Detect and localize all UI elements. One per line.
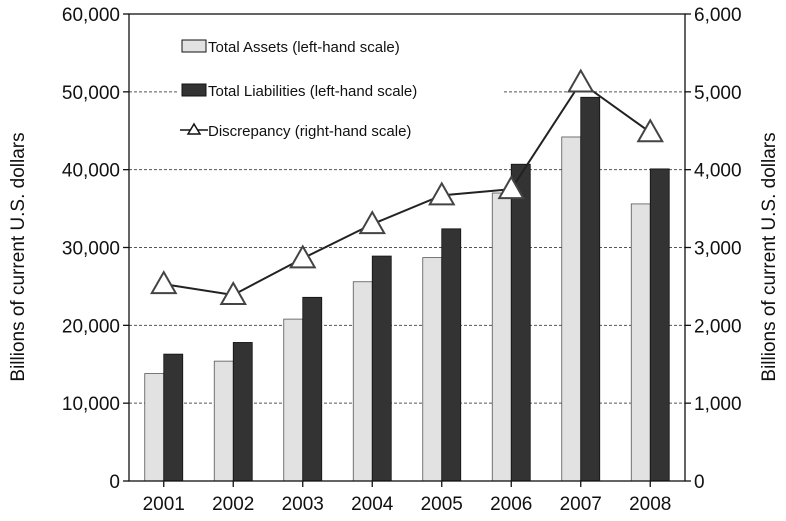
bar-total-assets	[283, 318, 304, 482]
tick-label-x: 2006	[490, 494, 532, 515]
tick-label-left: 30,000	[62, 239, 120, 260]
y-axis-right-title: Billions of current U.S. dollars	[759, 132, 780, 381]
discrepancy-marker	[150, 270, 178, 295]
right-axis-ticks: 0 1,000 2,000 3,000 4,000 5,000 6,000	[685, 5, 742, 493]
tick-label-x: 2004	[351, 494, 394, 515]
tick-label-right: 0	[694, 472, 705, 493]
legend-swatch-total-liabilities	[181, 83, 207, 97]
bar-total-liabilities	[232, 342, 253, 482]
bar-total-liabilities	[163, 353, 184, 482]
bar-total-liabilities	[302, 296, 323, 482]
tick-label-left: 10,000	[62, 394, 120, 415]
tick-label-right: 6,000	[694, 5, 742, 26]
discrepancy-marker	[567, 68, 595, 93]
bar-total-assets	[630, 203, 651, 482]
bar-total-assets	[491, 192, 512, 482]
bar-total-assets	[561, 136, 582, 482]
tick-label-left: 60,000	[62, 5, 120, 26]
legend-swatch-total-assets	[181, 39, 207, 53]
tick-label-x: 2001	[143, 494, 185, 515]
bar-total-assets	[422, 257, 443, 482]
tick-label-x: 2002	[212, 494, 254, 515]
tick-label-right: 3,000	[694, 239, 742, 260]
legend-label-total-liabilities: Total Liabilities (left-hand scale)	[208, 83, 417, 100]
tick-label-right: 5,000	[694, 83, 742, 104]
discrepancy-line	[150, 68, 664, 305]
tick-label-x: 2005	[421, 494, 463, 515]
legend-label-total-assets: Total Assets (left-hand scale)	[208, 39, 400, 56]
y-axis-left-title: Billions of current U.S. dollars	[8, 132, 29, 381]
discrepancy-marker	[289, 244, 317, 269]
tick-label-right: 1,000	[694, 394, 742, 415]
bar-total-assets	[213, 360, 234, 482]
discrepancy-marker	[219, 280, 247, 305]
bar-total-liabilities	[441, 228, 462, 482]
bar-total-liabilities	[580, 96, 601, 482]
discrepancy-marker	[358, 210, 386, 235]
bar-total-liabilities	[510, 163, 531, 482]
tick-label-right: 2,000	[694, 316, 742, 337]
discrepancy-marker	[497, 175, 525, 200]
legend-label-discrepancy: Discrepancy (right-hand scale)	[208, 123, 411, 140]
legend-background	[178, 78, 502, 102]
tick-label-x: 2003	[282, 494, 324, 515]
x-axis-ticks: 2001 2002 2003 2004 2005 2006 2007 2008	[143, 481, 671, 515]
tick-label-right: 4,000	[694, 161, 742, 182]
legend-background	[178, 34, 450, 58]
discrepancy-marker	[636, 118, 664, 143]
legend-marker-discrepancy	[186, 122, 202, 135]
bar-total-liabilities	[649, 168, 670, 482]
discrepancy-series-line	[163, 81, 651, 297]
bar-total-assets	[144, 373, 165, 482]
bar-total-liabilities	[371, 255, 392, 482]
tick-label-x: 2007	[560, 494, 602, 515]
legend-background	[176, 118, 466, 142]
tick-label-left: 0	[109, 472, 120, 493]
tick-label-left: 20,000	[62, 316, 120, 337]
tick-label-left: 50,000	[62, 83, 120, 104]
left-axis-ticks: 0 10,000 20,000 30,000 40,000 50,000 60,000	[62, 5, 129, 493]
tick-label-left: 40,000	[62, 161, 120, 182]
discrepancy-marker	[428, 181, 456, 206]
bar-total-assets	[352, 281, 373, 482]
legend: Total Assets (left-hand scale) Total Lia…	[176, 34, 502, 142]
bars	[144, 96, 670, 482]
tick-label-x: 2008	[629, 494, 671, 515]
